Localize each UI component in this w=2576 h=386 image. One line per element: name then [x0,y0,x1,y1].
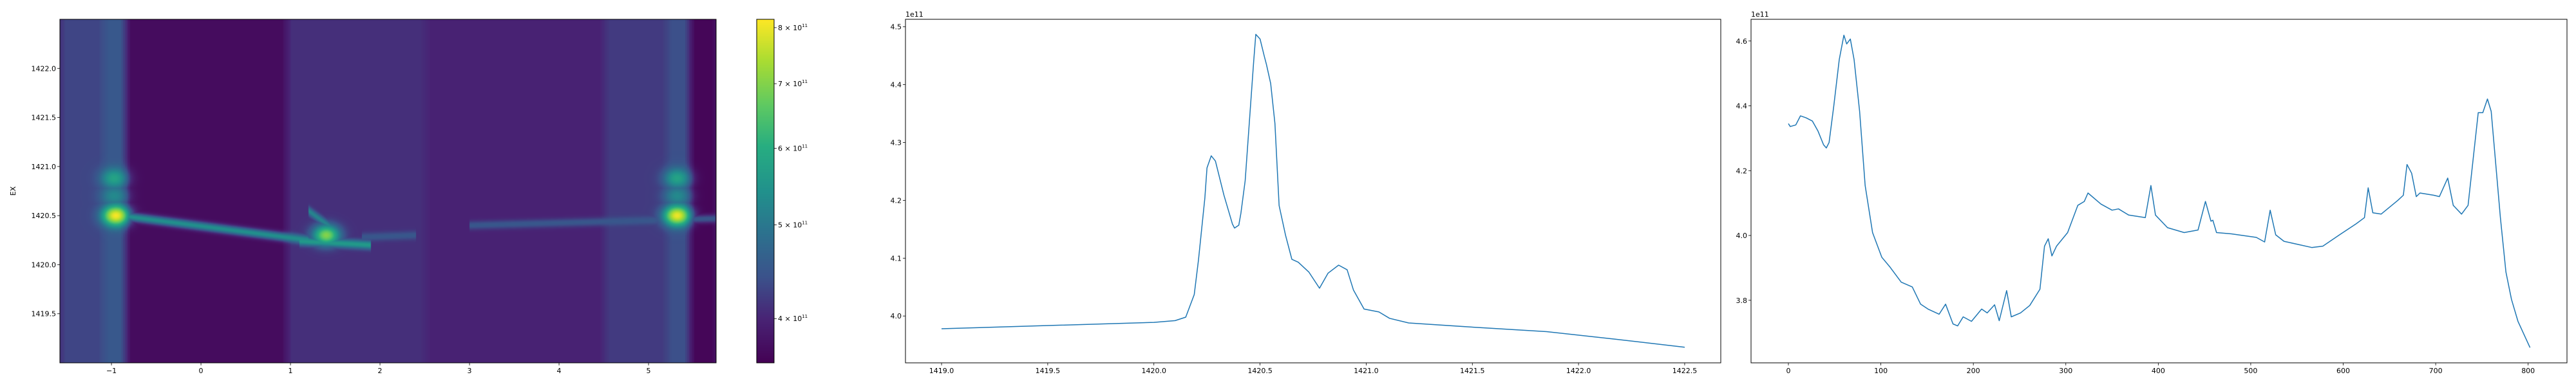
profile-chart-x-tick-label: 700 [2429,367,2443,375]
profile-chart-y-tick-label: 3.8 [1736,297,1748,305]
heatmap-y-tick-label: 1419.5 [32,310,57,318]
heatmap-x-tick-label: 3 [468,367,472,375]
colorbar-tick-label: 8 × 1011 [778,23,808,32]
profile-chart-x-tick-label: 400 [2152,367,2165,375]
spectrum-chart-series-line [941,33,1685,348]
heatmap-x-tick-label: −1 [106,367,117,375]
heatmap-x-tick-label: 4 [557,367,562,375]
spectrum-chart-x-tick-label: 1419.5 [1036,367,1061,375]
heatmap-y-tick-label: 1421.5 [32,114,57,122]
spectrum-chart-offset-label: 1e11 [905,10,923,19]
spectrum-chart-x-tick-label: 1421.5 [1460,367,1485,375]
colorbar-frame [756,19,775,363]
profile-chart-x-tick-label: 800 [2521,367,2535,375]
profile-chart-offset-label: 1e11 [1751,10,1769,19]
profile-chart-series-line [1788,34,2531,348]
profile-chart-y-tick-label: 4.4 [1736,102,1748,111]
spectrum-chart-y-tick-label: 4.0 [891,312,902,320]
heatmap-x-tick-label: 5 [647,367,651,375]
spectrum-chart-x-tick-label: 1420.0 [1141,367,1166,375]
profile-chart-frame [1750,19,2568,363]
profile-chart-x-tick-label: 200 [1967,367,1980,375]
spectrum-chart-x-tick-label: 1420.5 [1247,367,1273,375]
spectrum-chart-x-tick-label: 1422.0 [1566,367,1591,375]
profile-chart-x-tick-label: 300 [2059,367,2072,375]
colorbar-tick-label: 7 × 1011 [778,79,808,88]
spectrum-chart-x-tick-label: 1419.0 [929,367,954,375]
profile-chart-x-tick-label: 600 [2336,367,2350,375]
spectrum-chart-x-tick-label: 1422.5 [1672,367,1698,375]
colorbar-tick-label: 4 × 1011 [778,314,808,323]
spectrum-chart-y-tick-label: 4.4 [891,81,902,89]
profile-chart-y-tick-label: 4.6 [1736,37,1748,46]
colorbar-tick-label: 5 × 1011 [778,221,808,230]
spectrum-chart-y-tick-label: 4.3 [891,138,902,147]
profile-chart-x-tick-label: 500 [2244,367,2257,375]
heatmap-y-tick-label: 1420.5 [32,212,57,220]
spectrum-chart-y-tick-label: 4.2 [891,196,902,205]
spectrum-chart-x-tick-label: 1421.0 [1354,367,1379,375]
heatmap-y-axis-label: EX [9,186,17,196]
heatmap-x-tick-label: 0 [199,367,204,375]
profile-chart-y-tick-label: 4.2 [1736,167,1748,175]
colorbar-tick-label: 6 × 1011 [778,144,808,153]
heatmap-image [60,19,716,363]
profile-chart-x-tick-label: 0 [1786,367,1791,375]
heatmap-x-tick-label: 2 [378,367,383,375]
spectrum-chart-y-tick-label: 4.5 [891,23,902,32]
profile-chart-x-tick-label: 100 [1874,367,1888,375]
heatmap-x-tick-label: 1 [289,367,293,375]
profile-chart-y-tick-label: 4.0 [1736,232,1748,240]
spectrum-chart-frame [905,19,1721,363]
spectrum-chart-y-tick-label: 4.1 [891,254,902,262]
heatmap-frame [59,19,717,363]
heatmap-y-tick-label: 1422.0 [32,64,57,73]
colorbar-gradient [757,19,774,363]
heatmap-y-tick-label: 1421.0 [32,163,57,171]
heatmap-y-tick-label: 1420.0 [32,261,57,269]
